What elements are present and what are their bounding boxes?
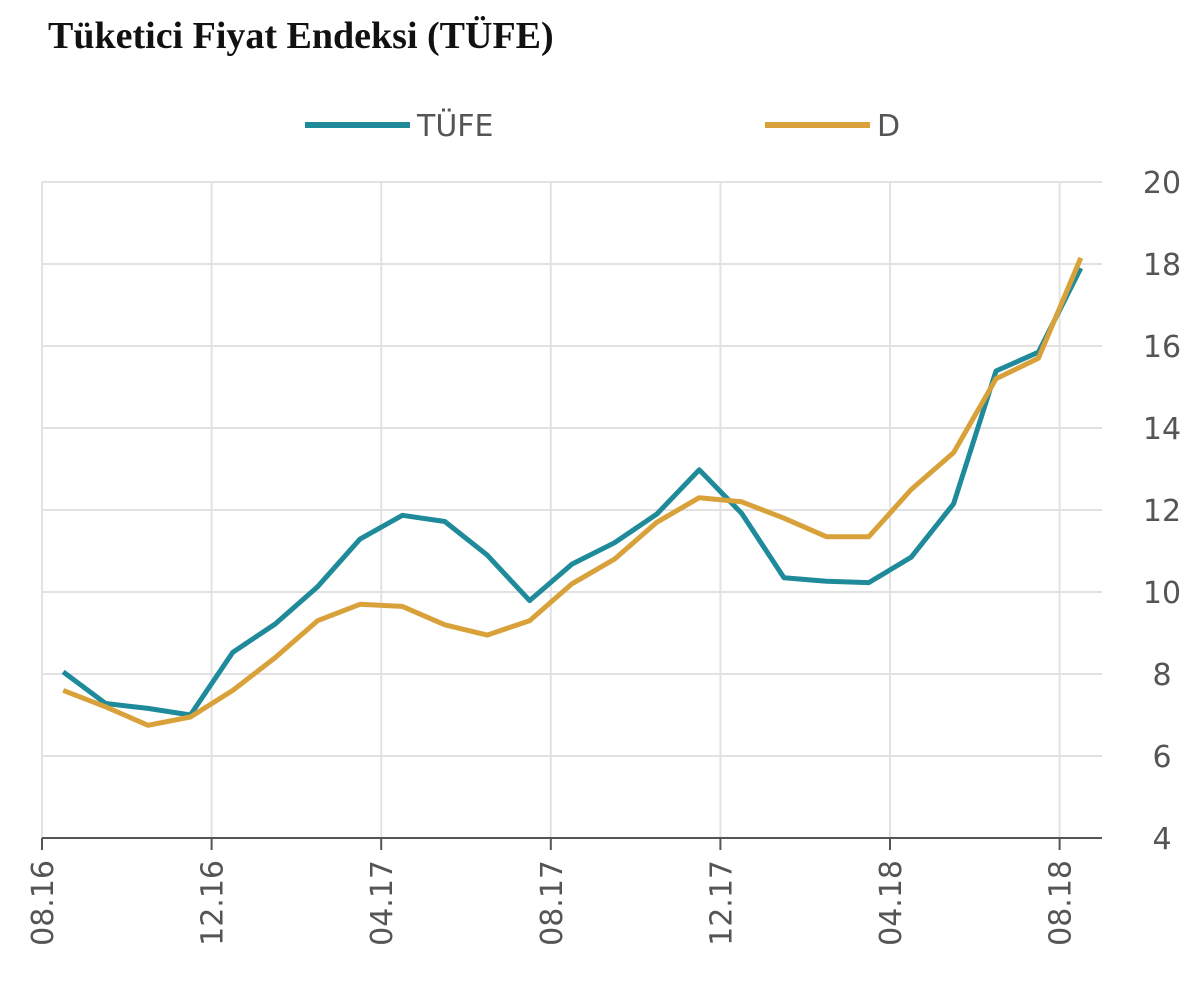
legend-label: D [877,109,900,144]
x-tick-label: 08.17 [535,860,570,946]
y-tick-label: 20 [1143,166,1181,201]
line-series [62,256,1084,728]
chart-title: Tüketici Fiyat Endeksi (TÜFE) [48,15,554,57]
line-series [61,266,1084,718]
x-tick-label: 12.16 [196,860,231,946]
y-tick-label: 6 [1152,740,1171,775]
y-tick-label: 12 [1143,494,1181,529]
x-tick-label: 12.17 [704,860,739,946]
y-tick-label: 18 [1143,248,1181,283]
y-tick-label: 10 [1143,576,1181,611]
y-tick-label: 16 [1143,330,1181,365]
legend-label: TÜFE [416,108,494,144]
y-tick-label: 8 [1152,658,1171,693]
y-tick-label: 14 [1143,412,1181,447]
x-tick-label: 04.18 [874,860,909,946]
x-tick-label: 08.18 [1044,860,1079,946]
y-tick-label: 4 [1152,822,1171,857]
x-tick-label: 04.17 [365,860,400,946]
x-tick-label: 08.16 [26,860,61,946]
